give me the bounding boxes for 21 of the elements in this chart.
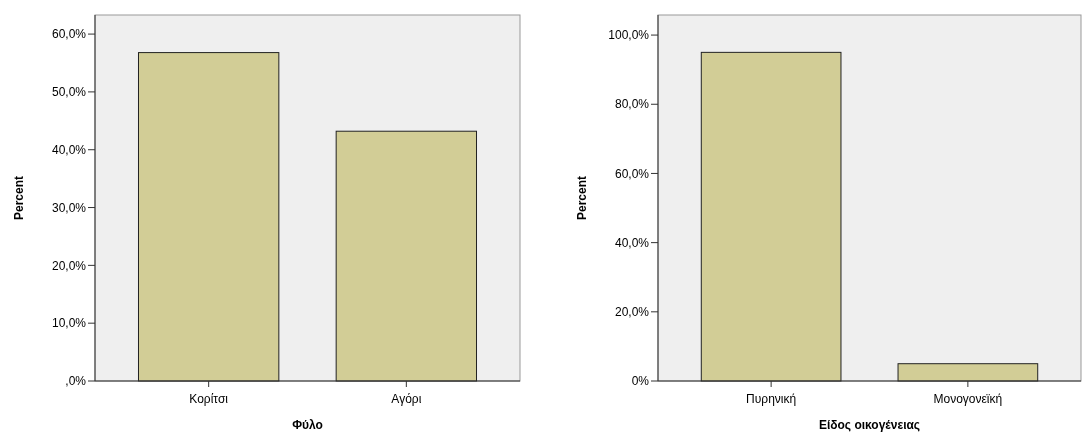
x-axis-title: Είδος οικογένειας [818, 418, 921, 432]
x-tick-label: Αγόρι [391, 392, 422, 406]
y-tick-label: 0% [631, 374, 650, 389]
x-axis-title: Φύλο [292, 418, 323, 432]
y-tick-label: 50,0% [51, 85, 87, 100]
y-tick-label: 20,0% [51, 258, 87, 273]
y-tick-label: 100,0% [608, 28, 650, 43]
x-tick-label: Κορίτσι [189, 392, 229, 406]
x-tick-label: Μονογονεϊκή [933, 392, 1003, 406]
y-axis-title: Percent [12, 175, 26, 221]
y-tick-label: 40,0% [51, 142, 87, 157]
y-tick-label: 60,0% [614, 166, 650, 181]
y-tick-label: 10,0% [51, 316, 87, 331]
y-tick-label: 80,0% [614, 97, 650, 112]
y-tick-label: 20,0% [614, 305, 650, 320]
y-tick-label: 30,0% [51, 200, 87, 215]
y-tick-label: 40,0% [614, 235, 650, 250]
x-tick-label: Πυρηνική [746, 392, 797, 406]
y-tick-label: ,0% [65, 374, 87, 389]
y-axis-title: Percent [575, 175, 589, 221]
y-tick-label: 60,0% [51, 27, 87, 42]
